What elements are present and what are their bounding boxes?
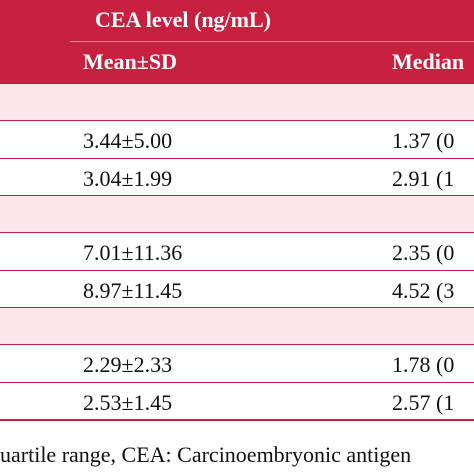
- row-rule: [0, 344, 474, 345]
- row-rule: [0, 381, 474, 383]
- cell: 2.57 (1: [392, 389, 455, 415]
- row-rule: [0, 120, 474, 121]
- group-row: [0, 308, 474, 345]
- row-rule: [0, 269, 474, 271]
- header-band: [0, 0, 474, 84]
- footnote: uartile range, CEA: Carcinoembryonic ant…: [0, 442, 412, 467]
- group-row: [0, 196, 474, 233]
- cell: 2.35 (0: [392, 240, 455, 265]
- row-rule: [0, 195, 474, 196]
- group-title: CEA level (ng/mL): [95, 7, 271, 32]
- cell: 1.37 (0: [392, 128, 455, 153]
- cell: 2.91 (1: [392, 165, 455, 191]
- row-rule: [0, 307, 474, 308]
- row-rule: [0, 419, 474, 421]
- cell: 1.78 (0: [392, 352, 455, 377]
- row-rule: [0, 232, 474, 233]
- cell: 2.29±2.33: [83, 352, 173, 377]
- header-rule: [70, 41, 474, 42]
- column-header: Median: [392, 49, 465, 74]
- group-row: [0, 84, 474, 121]
- row-rule: [0, 157, 474, 159]
- cell: 8.97±11.45: [83, 277, 183, 303]
- cell: 3.04±1.99: [83, 165, 173, 191]
- cell: 4.52 (3: [392, 277, 455, 303]
- column-header: Mean±SD: [83, 49, 177, 74]
- cell: 7.01±11.36: [83, 240, 183, 265]
- cell: 3.44±5.00: [83, 128, 173, 153]
- cell: 2.53±1.45: [83, 389, 173, 415]
